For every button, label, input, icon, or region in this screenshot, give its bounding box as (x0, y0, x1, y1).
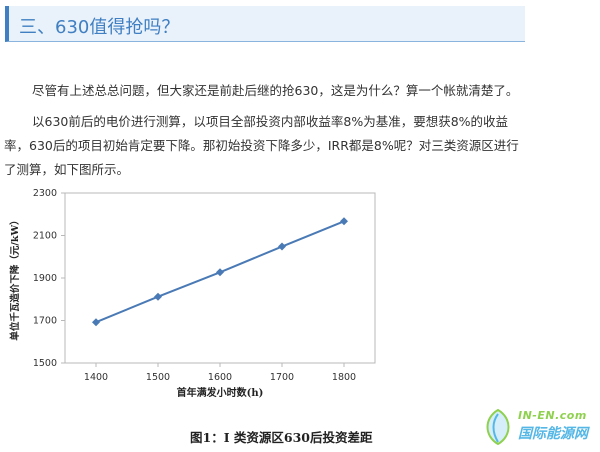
data-point (154, 292, 162, 301)
y-tick-label: 1500 (33, 358, 57, 369)
y-tick-label: 1900 (33, 273, 57, 284)
y-axis-label: 单位千瓦造价下降（元/kW） (9, 215, 21, 340)
watermark-cn: 国际能源网 (518, 426, 588, 442)
line-chart: 1500 1700 1900 2100 2300 1400 1500 1600 1700 1800… (0, 180, 600, 448)
x-tick-label: 1700 (270, 372, 294, 383)
x-tick-label: 1400 (84, 372, 108, 383)
data-point (340, 217, 348, 226)
x-tick-label: 1500 (146, 372, 170, 383)
x-tick-label: 1800 (332, 372, 356, 383)
paragraph-intro: 尽管有上述总总问题，但大家还是前赴后继的抢630，这是为什么？算一个帐就清楚了。 (32, 82, 519, 98)
data-point (216, 268, 224, 277)
figure-caption: 图1：Ⅰ 类资源区630后投资差距 (190, 430, 373, 445)
x-tick-label: 1600 (208, 372, 232, 383)
watermark-en: IN-EN.com (518, 409, 587, 422)
y-tick-label: 2300 (33, 188, 57, 199)
leaf-logo-icon (486, 408, 510, 446)
chart-svg: 1500 1700 1900 2100 2300 1400 1500 1600 1700 1800… (9, 188, 376, 399)
y-tick-label: 1700 (33, 316, 57, 327)
plot-frame (64, 192, 376, 364)
section-header: 三、630值得抢吗？ (5, 6, 525, 42)
paragraph-analysis: 以630前后的电价进行测算，以项目全部投资内部收益率8%为基准，要想获8%的收益… (4, 113, 519, 177)
y-tick-label: 2100 (33, 231, 57, 242)
section-title: 三、630值得抢吗？ (19, 17, 180, 38)
data-point (92, 318, 100, 327)
x-axis-label: 首年满发小时数(h) (177, 386, 264, 399)
watermark-logo: IN-EN.com 国际能源网 (478, 406, 600, 448)
data-point (278, 242, 286, 251)
